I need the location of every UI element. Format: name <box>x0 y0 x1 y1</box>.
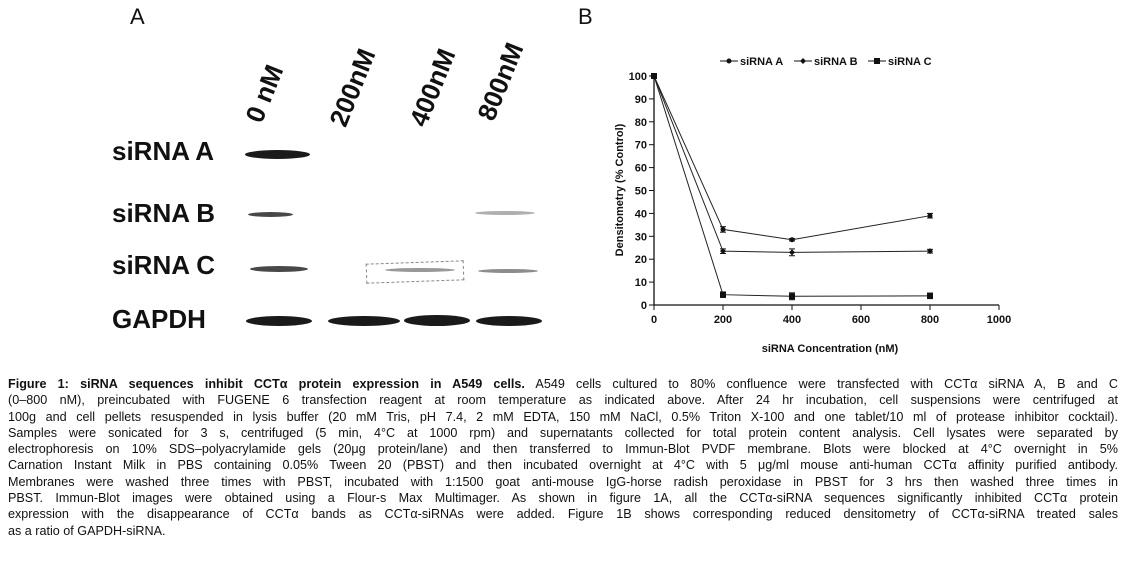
y-tick-label: 90 <box>635 94 647 106</box>
x-tick-label: 200 <box>714 314 732 326</box>
series-line <box>653 75 931 241</box>
y-tick-label: 30 <box>635 231 647 243</box>
x-tick-label: 1000 <box>987 314 1011 326</box>
marker-circle <box>720 226 726 232</box>
y-tick-label: 20 <box>635 254 647 266</box>
series-sirna-a <box>651 73 933 243</box>
x-tick-label: 400 <box>783 314 801 326</box>
blot-band <box>328 316 400 326</box>
legend-label: siRNA B <box>814 56 858 68</box>
caption-title: Figure 1: siRNA sequences inhibit CCTα p… <box>8 377 525 391</box>
y-tick-label: 40 <box>635 208 647 220</box>
blot-row-label: GAPDH <box>112 304 206 334</box>
caption-line: expression with the disappearance of CCT… <box>8 507 1118 522</box>
x-axis-label: siRNA Concentration (nM) <box>762 343 899 355</box>
marker-circle <box>789 237 795 243</box>
blot-row-label: siRNA B <box>112 198 216 228</box>
blot-band <box>478 269 538 273</box>
blot-band <box>476 316 542 326</box>
caption-line: A549 cells cultured to 80% confluence we… <box>524 377 1119 391</box>
marker-diamond <box>927 248 933 255</box>
marker-diamond <box>720 248 726 255</box>
blot-band <box>250 266 308 272</box>
marker-square <box>874 58 880 64</box>
caption-line: (0–800 nM), preincubated with FUGENE 6 t… <box>8 393 1118 408</box>
y-tick-label: 60 <box>635 163 647 175</box>
marker-diamond <box>800 58 806 64</box>
blot-band <box>404 315 470 326</box>
blot-row-label: siRNA A <box>112 136 215 166</box>
y-tick-label: 100 <box>629 71 647 83</box>
marker-square <box>927 292 933 299</box>
figure-caption: Figure 1: siRNA sequences inhibit CCTα p… <box>8 376 1118 539</box>
blot-row-label: siRNA C <box>112 250 216 280</box>
densitometry-chart: 0 200 400 600 800 10000102030405060708090100 … <box>614 56 1011 355</box>
blot-band <box>475 211 535 215</box>
legend-label: siRNA A <box>740 56 783 68</box>
y-axis-label: Densitometry (% Control) <box>614 123 626 256</box>
caption-line: as a ratio of GAPDH-siRNA. <box>8 523 166 538</box>
x-tick-label: 600 <box>852 314 870 326</box>
marker-square <box>651 73 657 79</box>
y-tick-label: 70 <box>635 140 647 152</box>
series-sirna-c <box>651 73 933 301</box>
blot-band <box>248 212 293 217</box>
y-tick-label: 80 <box>635 117 647 129</box>
caption-line: electrophoresis on 10% SDS–polyacrylamid… <box>8 442 1118 457</box>
panel-a-label: A <box>130 4 145 29</box>
x-tick-label: 800 <box>921 314 939 326</box>
caption-line: Carnation Instant Milk in PBS containing… <box>8 458 1118 473</box>
marker-square <box>789 293 795 300</box>
blot-band <box>246 316 312 326</box>
caption-line: Membranes were washed three times with P… <box>8 474 1118 489</box>
caption-line: PBST. Immun-Blot images were obtained us… <box>8 491 1118 506</box>
caption-line: Samples were sonicated for 3 s, centrifu… <box>8 425 1118 440</box>
marker-diamond <box>789 249 795 256</box>
y-tick-label: 10 <box>635 277 647 289</box>
panel-b-label: B <box>578 4 593 29</box>
marker-circle <box>726 58 732 64</box>
legend-label: siRNA C <box>888 56 932 68</box>
series-line <box>653 75 931 297</box>
y-tick-label: 50 <box>635 186 647 198</box>
blot-band <box>245 150 310 159</box>
marker-circle <box>927 213 933 219</box>
caption-line: 100g and cell pellets resuspended in lys… <box>8 409 1118 424</box>
y-tick-label: 0 <box>641 300 647 312</box>
blot-band <box>385 268 455 272</box>
x-tick-label: 0 <box>651 314 657 326</box>
marker-square <box>720 291 726 298</box>
series-line <box>653 75 931 253</box>
